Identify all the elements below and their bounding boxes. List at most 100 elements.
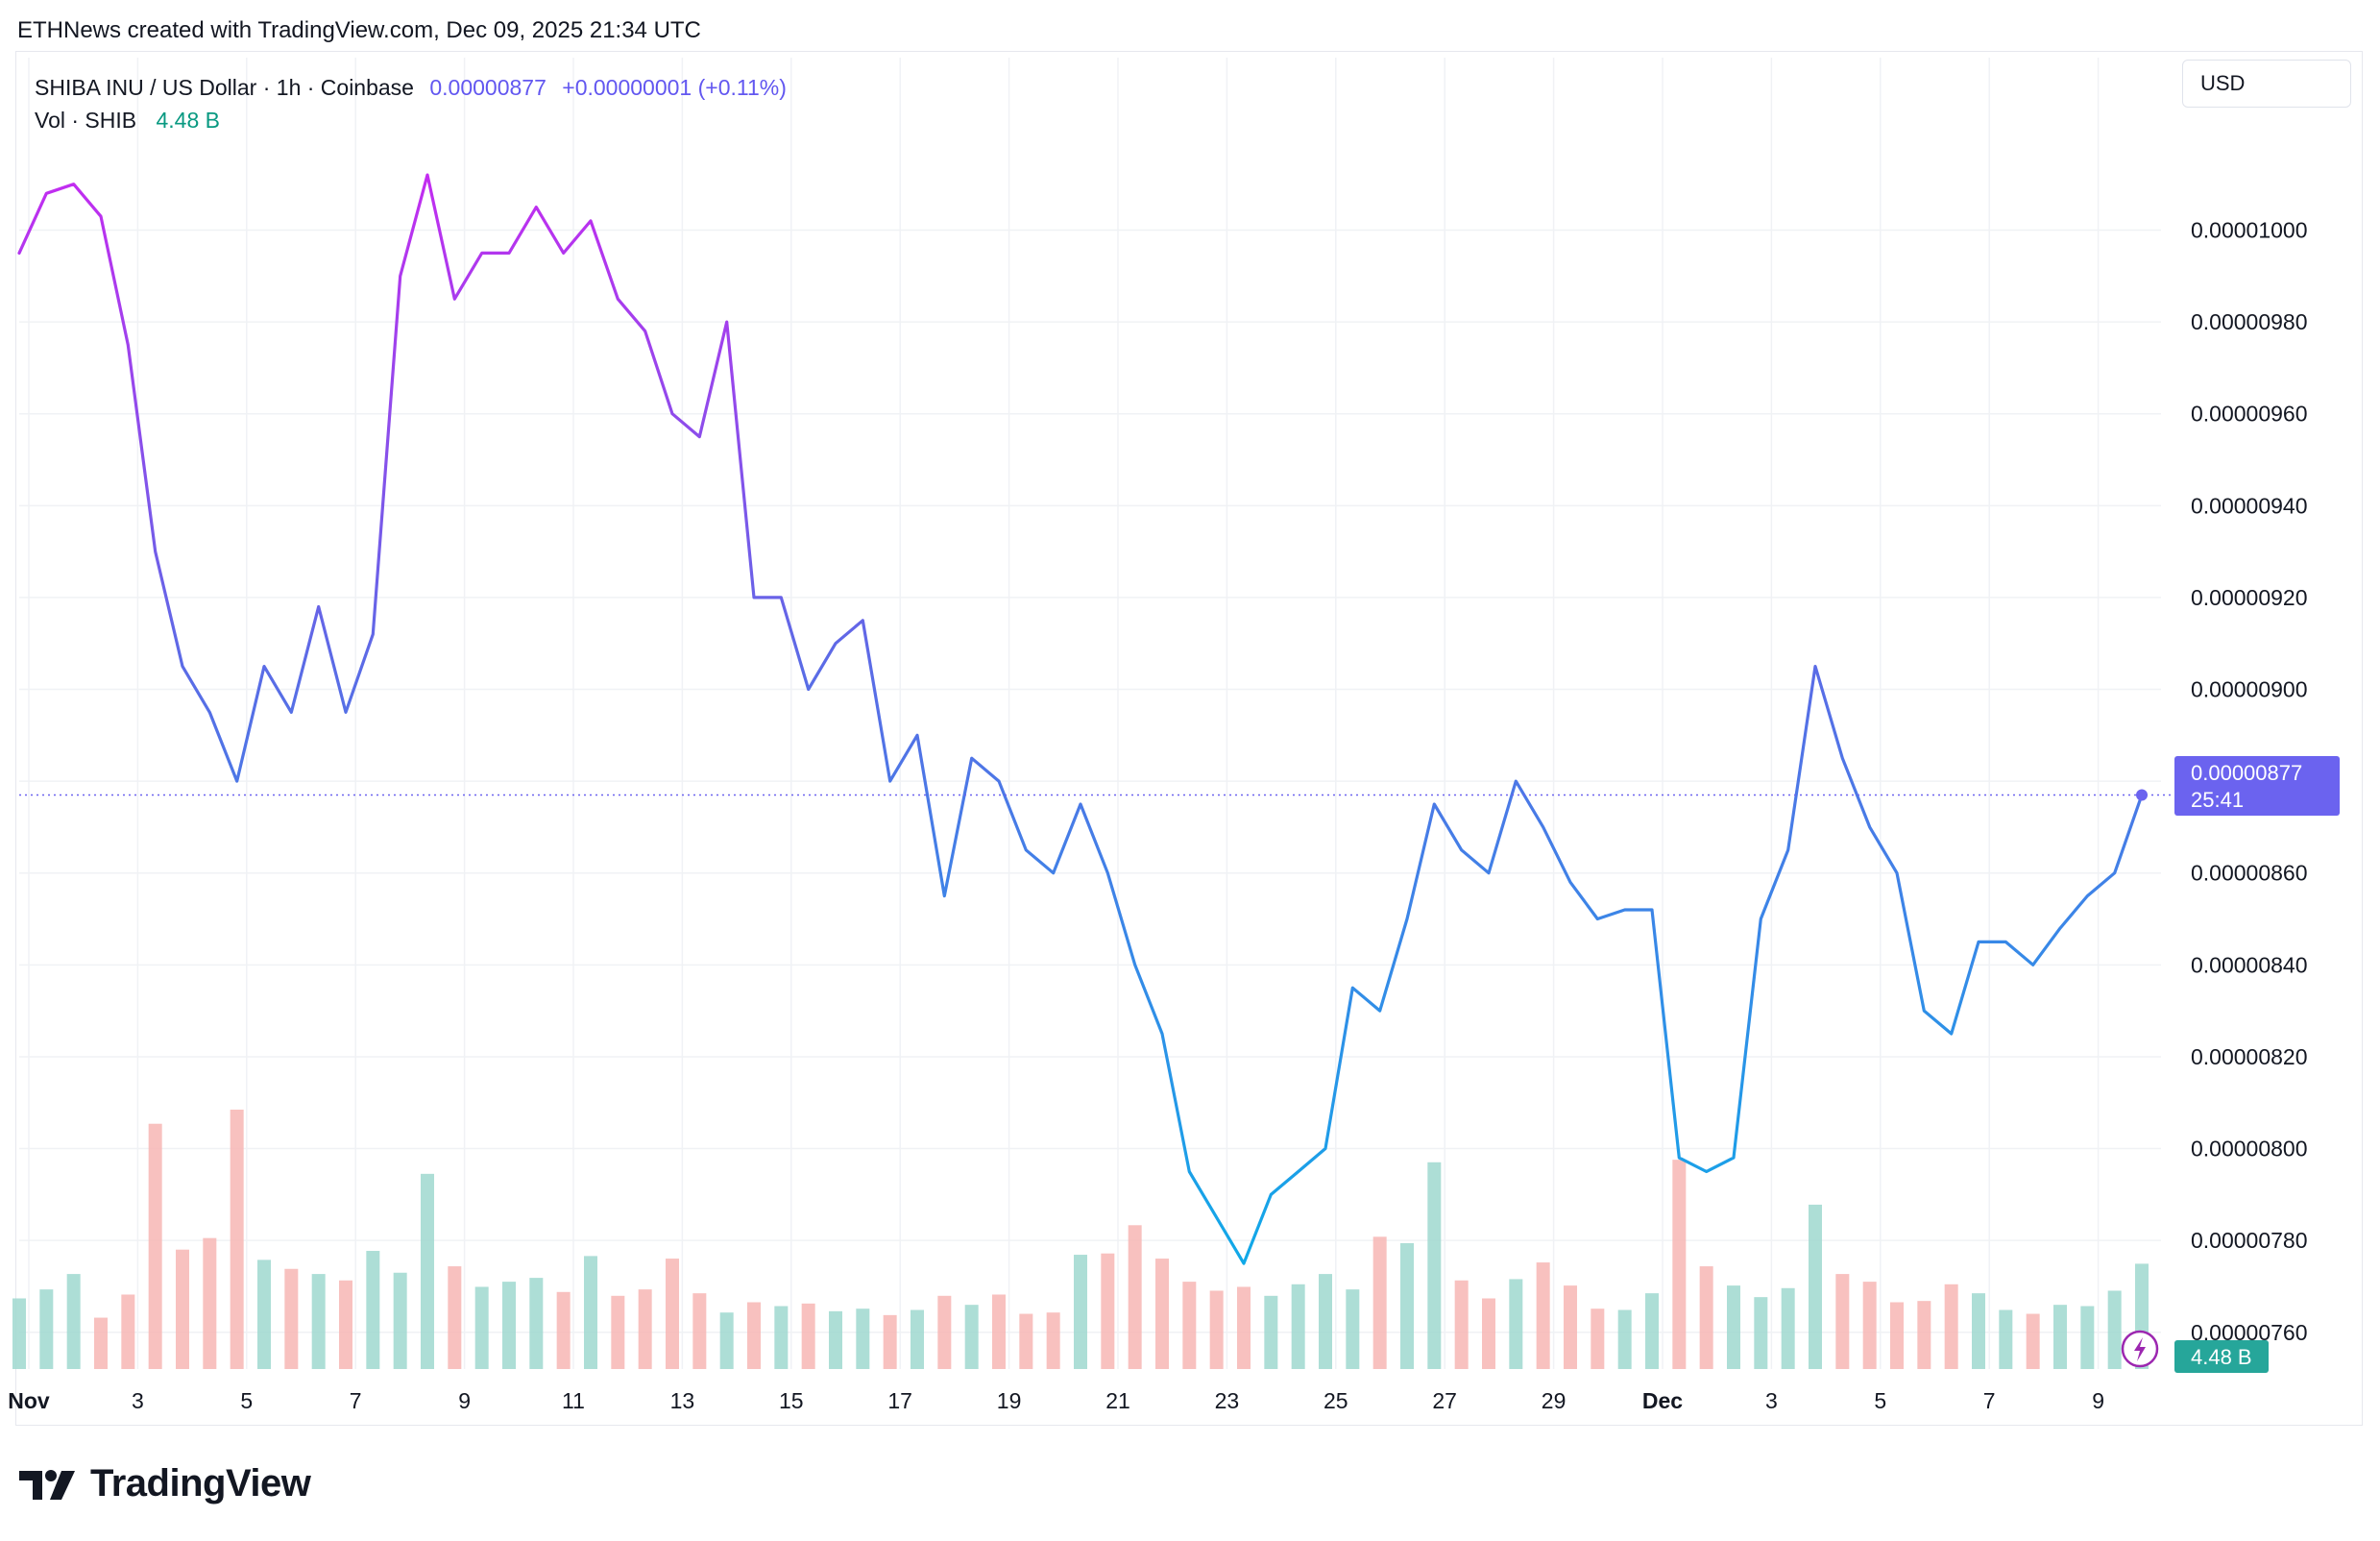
- volume-bar: [584, 1256, 597, 1369]
- price-point: [507, 251, 511, 255]
- volume-badge: [2174, 1340, 2269, 1373]
- price-point: [1378, 1009, 1382, 1013]
- x-tick-label: 7: [1983, 1388, 1996, 1413]
- price-point: [399, 274, 402, 278]
- volume-bar: [1046, 1312, 1060, 1369]
- price-point: [1133, 963, 1137, 966]
- volume-bar: [829, 1310, 842, 1369]
- price-point: [1215, 1215, 1219, 1219]
- price-point: [997, 779, 1001, 783]
- axis-badges: 0.00000877 25:41 4.48 B: [2121, 756, 2340, 1373]
- volume-bar: [311, 1274, 326, 1369]
- price-point: [1677, 1156, 1681, 1160]
- lightning-icon[interactable]: [2121, 1330, 2159, 1368]
- last-price-dot: [2136, 789, 2148, 801]
- currency-button[interactable]: USD: [2182, 60, 2351, 108]
- volume-bar: [1509, 1279, 1523, 1369]
- price-point: [752, 596, 756, 599]
- volume-bar: [1074, 1255, 1087, 1369]
- y-tick-label: 0.00000780: [2191, 1228, 2308, 1253]
- y-tick-label: 0.00000840: [2191, 952, 2308, 977]
- symbol-label[interactable]: SHIBA INU / US Dollar · 1h · Coinbase: [35, 75, 414, 100]
- volume-bar: [1754, 1297, 1768, 1369]
- price-point: [235, 779, 239, 783]
- price-point: [371, 632, 375, 636]
- volume-bar: [1809, 1204, 1822, 1369]
- price-point: [1324, 1147, 1327, 1151]
- price-point: [1514, 779, 1518, 783]
- price-point: [207, 710, 211, 714]
- x-tick-label: 15: [779, 1388, 804, 1413]
- volume-bar: [121, 1294, 135, 1369]
- price-point: [1105, 871, 1109, 875]
- price-point: [1052, 871, 1056, 875]
- price-point: [1813, 665, 1817, 669]
- logo-text: TradingView: [90, 1462, 311, 1504]
- volume-bar: [1862, 1282, 1877, 1369]
- grid-lines: [19, 58, 2161, 1369]
- price-point: [1868, 825, 1872, 829]
- volume-bar: [176, 1249, 189, 1369]
- y-tick-label: 0.00000900: [2191, 677, 2308, 702]
- volume-bar: [421, 1173, 434, 1369]
- time-axis[interactable]: Nov 3 5 7 9 11 13 15 17 19 21 23 25 27 29 Dec 3 5 7 9: [8, 1388, 2104, 1413]
- volume-bar: [1999, 1309, 2013, 1369]
- price-point: [44, 191, 48, 195]
- volume-bar: [1617, 1309, 1632, 1369]
- price-point: [2085, 894, 2089, 898]
- volume-bar: [1427, 1162, 1442, 1369]
- price-point: [1269, 1192, 1273, 1196]
- volume-bar: [666, 1259, 679, 1369]
- volume-bar: [611, 1295, 625, 1369]
- price-point: [1432, 802, 1436, 806]
- price-point: [644, 330, 647, 333]
- volume-bar: [911, 1309, 924, 1369]
- price-point: [697, 435, 701, 439]
- volume-bar: [448, 1266, 462, 1369]
- price-point: [1297, 1169, 1300, 1173]
- volume-bar: [393, 1272, 407, 1369]
- y-tick-label: 0.00001000: [2191, 218, 2308, 243]
- chart-legend: SHIBA INU / US Dollar · 1h · Coinbase 0.…: [35, 71, 787, 136]
- price-point: [1242, 1261, 1246, 1265]
- volume-bar: [1237, 1286, 1251, 1369]
- volume-bar: [1890, 1302, 1904, 1369]
- price-point: [1595, 917, 1599, 921]
- x-tick-label: 9: [458, 1388, 471, 1413]
- y-tick-label: 0.00000800: [2191, 1137, 2308, 1162]
- price-point: [1623, 908, 1627, 912]
- countdown-timer: 25:41: [2191, 788, 2244, 812]
- volume-bar: [366, 1251, 380, 1369]
- volume-bar: [1372, 1236, 1387, 1369]
- volume-bar: [556, 1291, 571, 1369]
- price-point: [181, 665, 184, 669]
- legend-price-row: SHIBA INU / US Dollar · 1h · Coinbase 0.…: [35, 71, 787, 104]
- volume-bar: [1564, 1285, 1577, 1369]
- volume-bar: [1944, 1284, 1958, 1369]
- volume-bar: [1346, 1289, 1360, 1369]
- price-point: [1079, 802, 1082, 806]
- tradingview-logo[interactable]: TradingView: [19, 1462, 311, 1505]
- volume-bar: [66, 1274, 81, 1369]
- volume-bar: [1645, 1293, 1659, 1369]
- x-tick-label: Nov: [8, 1388, 50, 1413]
- legend-volume-row: Vol · SHIB 4.48 B: [35, 104, 787, 136]
- legend-volume-value: 4.48 B: [156, 108, 221, 133]
- price-point: [1650, 908, 1654, 912]
- x-tick-label: 19: [997, 1388, 1022, 1413]
- volume-label[interactable]: Vol · SHIB: [35, 108, 137, 133]
- volume-bar: [1972, 1293, 1985, 1369]
- volume-badge-value: 4.48 B: [2191, 1345, 2252, 1369]
- volume-bar: [1536, 1262, 1550, 1369]
- volume-bar: [1454, 1280, 1469, 1369]
- legend-price: 0.00000877: [429, 75, 546, 100]
- volume-bar: [1209, 1290, 1224, 1369]
- volume-bar: [203, 1237, 217, 1369]
- price-point: [154, 550, 158, 553]
- volume-bar: [1128, 1225, 1142, 1369]
- x-tick-label: 17: [887, 1388, 912, 1413]
- x-tick-label: 27: [1432, 1388, 1457, 1413]
- price-point: [1705, 1169, 1709, 1173]
- price-point: [807, 688, 811, 692]
